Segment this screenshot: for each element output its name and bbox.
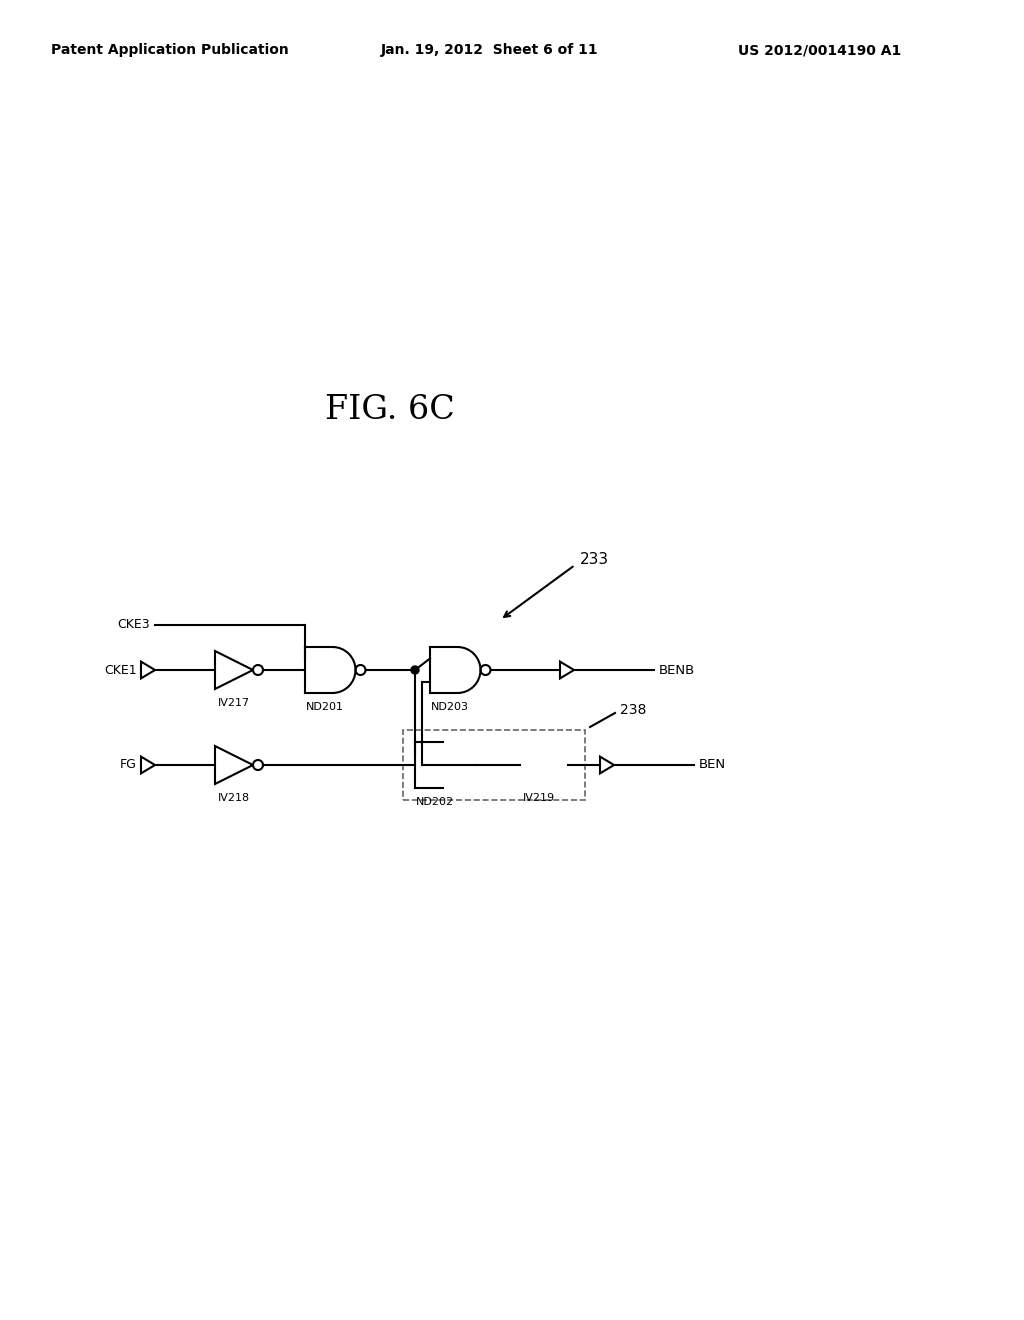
- Text: IV218: IV218: [218, 793, 250, 803]
- Text: US 2012/0014190 A1: US 2012/0014190 A1: [738, 44, 901, 57]
- Text: ND203: ND203: [431, 702, 469, 711]
- Circle shape: [418, 762, 426, 770]
- Bar: [403, 730, 585, 800]
- Text: FG: FG: [120, 759, 137, 771]
- Text: CKE3: CKE3: [118, 619, 150, 631]
- Text: CKE1: CKE1: [104, 664, 137, 676]
- Circle shape: [411, 667, 419, 675]
- Text: 238: 238: [620, 704, 646, 717]
- Text: BENB: BENB: [659, 664, 695, 676]
- Text: FIG. 6C: FIG. 6C: [326, 393, 455, 426]
- Text: BEN: BEN: [699, 759, 726, 771]
- Text: IV219: IV219: [523, 793, 555, 803]
- Text: ND201: ND201: [306, 702, 344, 711]
- Text: ND202: ND202: [416, 797, 454, 807]
- Text: Jan. 19, 2012  Sheet 6 of 11: Jan. 19, 2012 Sheet 6 of 11: [381, 44, 599, 57]
- Text: 233: 233: [580, 553, 609, 568]
- Text: IV217: IV217: [218, 698, 250, 708]
- Text: Patent Application Publication: Patent Application Publication: [51, 44, 289, 57]
